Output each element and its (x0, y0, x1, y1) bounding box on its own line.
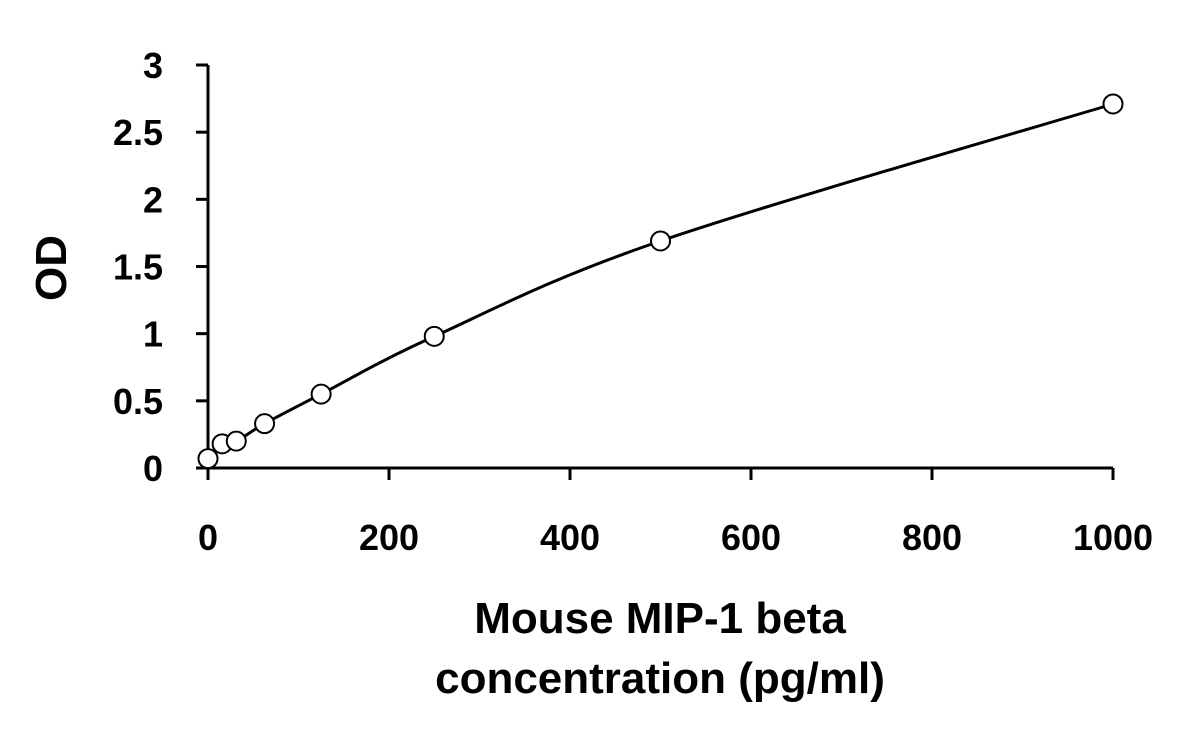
data-point (225, 430, 247, 452)
data-point (1102, 93, 1124, 115)
x-tick-label: 400 (540, 517, 600, 558)
x-tick-label: 0 (198, 517, 218, 558)
x-tick-label: 1000 (1073, 517, 1153, 558)
x-tick-label: 600 (721, 517, 781, 558)
y-tick-label: 1.5 (113, 247, 163, 288)
x-axis-title-line-2: concentration (pg/ml) (435, 654, 885, 703)
y-tick-label: 3 (143, 45, 163, 86)
data-point (423, 325, 445, 347)
data-point (310, 383, 332, 405)
x-axis-ticks: 0 200 400 600 800 1000 (198, 468, 1153, 558)
fit-curve (206, 102, 1114, 460)
y-tick-label: 0 (143, 448, 163, 489)
axes (206, 65, 1113, 470)
data-points (197, 93, 1124, 470)
x-tick-label: 200 (359, 517, 419, 558)
y-tick-label: 0.5 (113, 381, 163, 422)
x-tick-label: 800 (902, 517, 962, 558)
data-point (197, 448, 219, 470)
y-axis-ticks: 0 0.5 1 1.5 2 2.5 3 (113, 45, 208, 489)
data-point (650, 230, 671, 252)
y-tick-label: 2.5 (113, 112, 163, 153)
y-axis-title: OD (27, 235, 76, 301)
data-point (254, 413, 276, 435)
x-axis-title-line-1: Mouse MIP-1 beta (474, 594, 846, 643)
y-tick-label: 1 (143, 314, 163, 355)
y-tick-label: 2 (143, 179, 163, 220)
